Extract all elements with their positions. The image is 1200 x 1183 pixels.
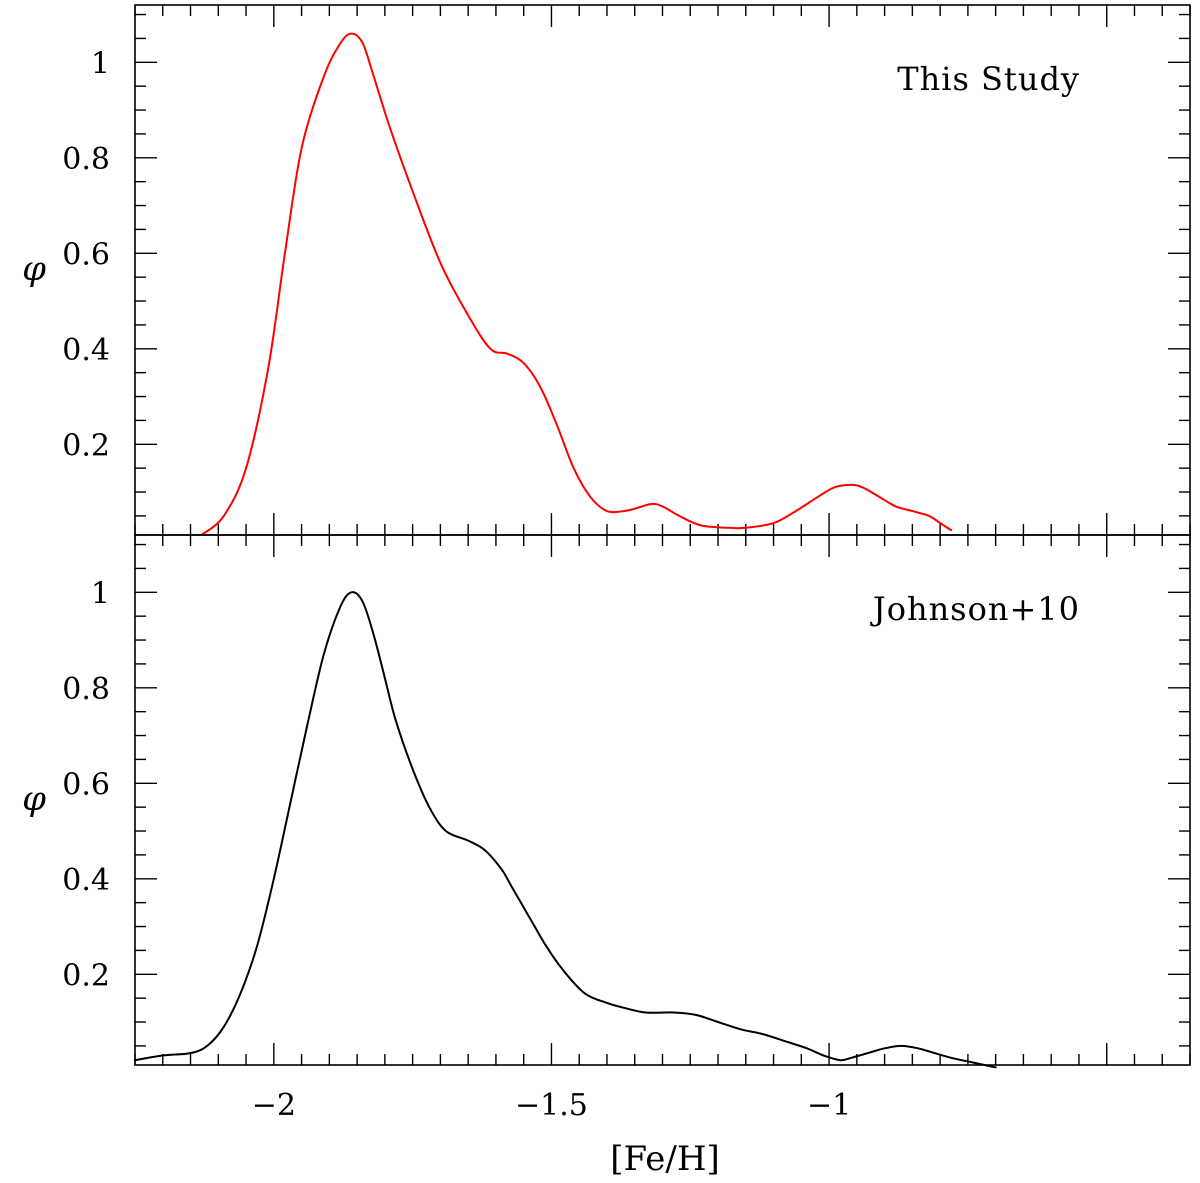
y-tick-label-top: 0.6 — [62, 237, 110, 272]
y-tick-label-top: 1 — [91, 46, 110, 81]
y-axis-title-top: φ — [22, 249, 46, 289]
y-tick-label-bottom: 0.4 — [62, 863, 110, 898]
x-tick-label-bottom: −1.5 — [515, 1088, 588, 1123]
y-tick-label-bottom: 0.2 — [62, 958, 110, 993]
y-tick-label-top: 0.2 — [62, 428, 110, 463]
x-tick-label-bottom: −1 — [807, 1088, 851, 1123]
y-tick-label-bottom: 1 — [91, 576, 110, 611]
y-tick-label-bottom: 0.6 — [62, 767, 110, 802]
y-axis-title-bottom: φ — [22, 779, 46, 819]
y-tick-label-top: 0.4 — [62, 333, 110, 368]
series-line-top — [200, 32, 953, 536]
x-tick-label-bottom: −2 — [252, 1088, 296, 1123]
panel-bottom: 0.2 0.4 0.6 0.8 1 −2 −1.5 −1 φ Johnson+10 — [22, 534, 1191, 1123]
panel-label-bottom: Johnson+10 — [870, 590, 1080, 628]
series-line-bottom — [134, 591, 997, 1069]
panel-top: 0.2 0.4 0.6 0.8 1 φ This Study — [22, 4, 1191, 536]
y-tick-label-top: 0.8 — [62, 142, 110, 177]
y-tick-label-bottom: 0.8 — [62, 672, 110, 707]
panel-label-top: This Study — [897, 60, 1080, 98]
x-axis-title: [Fe/H] — [610, 1139, 720, 1179]
